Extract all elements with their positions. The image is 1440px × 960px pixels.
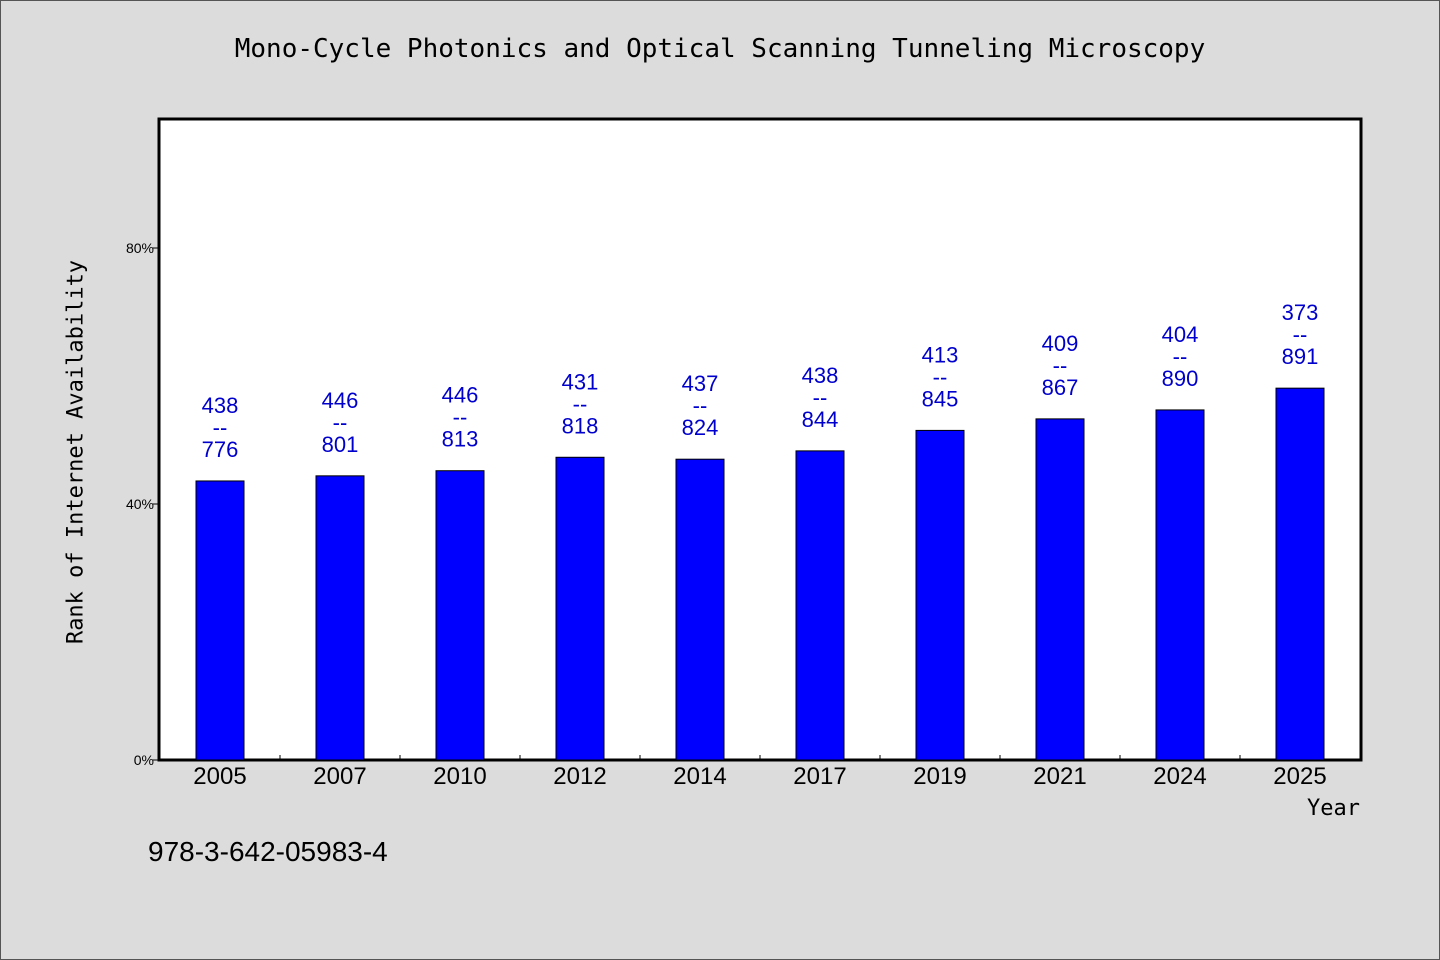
data-label-line: 813 (442, 427, 479, 452)
data-label-line: 891 (1282, 344, 1319, 369)
chart-title: Mono-Cycle Photonics and Optical Scannin… (234, 34, 1206, 64)
bar-2021 (1035, 418, 1085, 761)
data-label-line: -- (1293, 322, 1308, 347)
x-tick-label: 2019 (913, 763, 966, 790)
data-label-line: 776 (202, 437, 239, 462)
y-tick-label: 0% (134, 752, 154, 768)
x-tick-label: 2025 (1273, 763, 1326, 790)
data-labels: 438--776446--801446--813431--818437--824… (202, 300, 1319, 462)
bar-2017 (795, 450, 845, 761)
data-label-line: -- (933, 364, 948, 389)
data-label-line: 404 (1162, 322, 1199, 347)
data-label-line: 431 (562, 369, 599, 394)
x-tick-label: 2014 (673, 763, 726, 790)
x-ticks (279, 755, 1241, 760)
y-tick-label: 40% (126, 496, 154, 512)
x-tick-label: 2021 (1033, 763, 1086, 790)
data-label-line: 373 (1282, 300, 1319, 325)
data-label-line: 446 (442, 383, 479, 408)
x-tick-label: 2012 (553, 763, 606, 790)
bar-2010 (435, 470, 485, 761)
data-label-line: 867 (1042, 375, 1079, 400)
data-label-line: -- (333, 410, 348, 435)
data-label-line: 818 (562, 413, 599, 438)
bar-2014 (675, 458, 725, 761)
data-label-line: -- (573, 391, 588, 416)
bar-2012 (555, 456, 605, 761)
data-label-line: 824 (682, 415, 719, 440)
data-label-line: 438 (802, 363, 839, 388)
data-label-line: -- (213, 415, 228, 440)
x-tick-label: 2005 (193, 763, 246, 790)
data-label-line: -- (1173, 344, 1188, 369)
x-tick-label: 2017 (793, 763, 846, 790)
data-label-line: 801 (322, 432, 359, 457)
x-axis-label: Year (1307, 796, 1360, 821)
x-tick-label: 2024 (1153, 763, 1206, 790)
bar-2007 (315, 475, 365, 761)
bar-2019 (915, 429, 965, 761)
data-label-line: 844 (802, 407, 839, 432)
data-label-line: -- (693, 393, 708, 418)
data-label-line: -- (1053, 353, 1068, 378)
data-label-line: -- (453, 405, 468, 430)
data-label-line: 446 (322, 388, 359, 413)
isbn-footer: 978-3-642-05983-4 (148, 836, 388, 867)
bars (195, 387, 1325, 761)
x-tick-label: 2010 (433, 763, 486, 790)
bar-2025 (1275, 387, 1325, 761)
category-labels: 2005 2007 2010 2012 2014 2017 2019 2021 2024 2025 (193, 763, 1326, 790)
data-label-line: -- (813, 385, 828, 410)
data-label-line: 413 (922, 342, 959, 367)
data-label-line: 437 (682, 371, 719, 396)
data-label-line: 890 (1162, 366, 1199, 391)
y-ticks: 0% 40% 80% (126, 240, 160, 768)
bar-2005 (195, 480, 245, 761)
y-tick-label: 80% (126, 240, 154, 256)
x-tick-label: 2007 (313, 763, 366, 790)
data-label-line: 438 (202, 393, 239, 418)
bar-2024 (1155, 409, 1205, 761)
data-label-line: 409 (1042, 331, 1079, 356)
data-label-line: 845 (922, 386, 959, 411)
